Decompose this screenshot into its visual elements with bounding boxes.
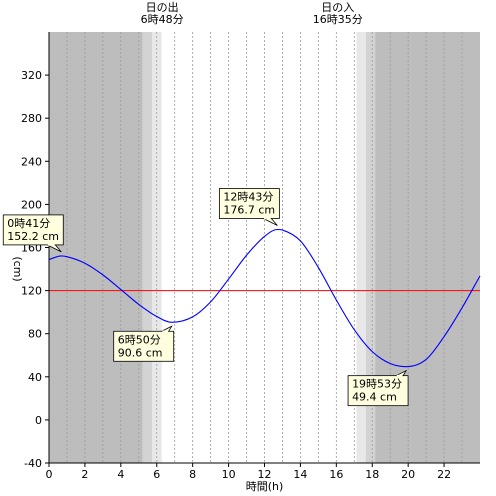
callout-value: 152.2 cm xyxy=(7,230,59,243)
sunrise-label: 日の出 xyxy=(146,0,179,14)
y-axis-label: (cm) xyxy=(11,256,24,281)
y-tick-label: 240 xyxy=(21,155,42,168)
x-tick-label: 4 xyxy=(117,468,124,481)
twilight-band xyxy=(151,32,162,463)
y-tick-label: 40 xyxy=(28,371,42,384)
x-tick-label: 6 xyxy=(153,468,160,481)
daylight-bands xyxy=(49,32,480,463)
y-tick-label: 320 xyxy=(21,69,42,82)
x-tick-label: 2 xyxy=(81,468,88,481)
x-tick-label: 14 xyxy=(293,468,307,481)
x-tick-label: 20 xyxy=(401,468,415,481)
callout-box xyxy=(347,375,409,407)
y-tick-label: 120 xyxy=(21,285,42,298)
x-tick-label: 18 xyxy=(365,468,379,481)
sunset-label: 日の入 xyxy=(321,1,354,14)
sunrise-time: 6時48分 xyxy=(141,13,184,26)
callout-box xyxy=(113,330,175,362)
callout-time: 0時41分 xyxy=(7,217,50,230)
y-tick-label: 80 xyxy=(28,328,42,341)
x-tick-label: 22 xyxy=(437,468,451,481)
y-tick-label: 0 xyxy=(35,414,42,427)
callout-value: 49.4 cm xyxy=(352,391,397,404)
callout-box xyxy=(2,214,64,246)
callout-value: 90.6 cm xyxy=(118,346,163,359)
x-axis-label: 時間(h) xyxy=(246,480,284,493)
x-tick-label: 0 xyxy=(46,468,53,481)
daylight-band xyxy=(161,32,357,463)
y-tick-label: 280 xyxy=(21,112,42,125)
x-tick-label: 16 xyxy=(329,468,343,481)
tide-line xyxy=(48,228,481,368)
callout-value: 176.7 cm xyxy=(223,204,275,217)
y-tick-label: -40 xyxy=(24,457,42,470)
callout-time: 6時50分 xyxy=(118,333,161,346)
twilight-band xyxy=(365,32,376,463)
callout-box xyxy=(218,188,280,219)
twilight-band xyxy=(142,32,152,463)
x-tick-label: 10 xyxy=(222,468,236,481)
twilight-band xyxy=(356,32,366,463)
x-tick-label: 12 xyxy=(258,468,272,481)
callout-time: 12時43分 xyxy=(223,191,273,204)
y-tick-label: 200 xyxy=(21,198,42,211)
x-tick-label: 8 xyxy=(189,468,196,481)
callout-time: 19時53分 xyxy=(352,378,402,391)
sunset-time: 16時35分 xyxy=(313,13,363,26)
tide-series xyxy=(48,228,481,368)
